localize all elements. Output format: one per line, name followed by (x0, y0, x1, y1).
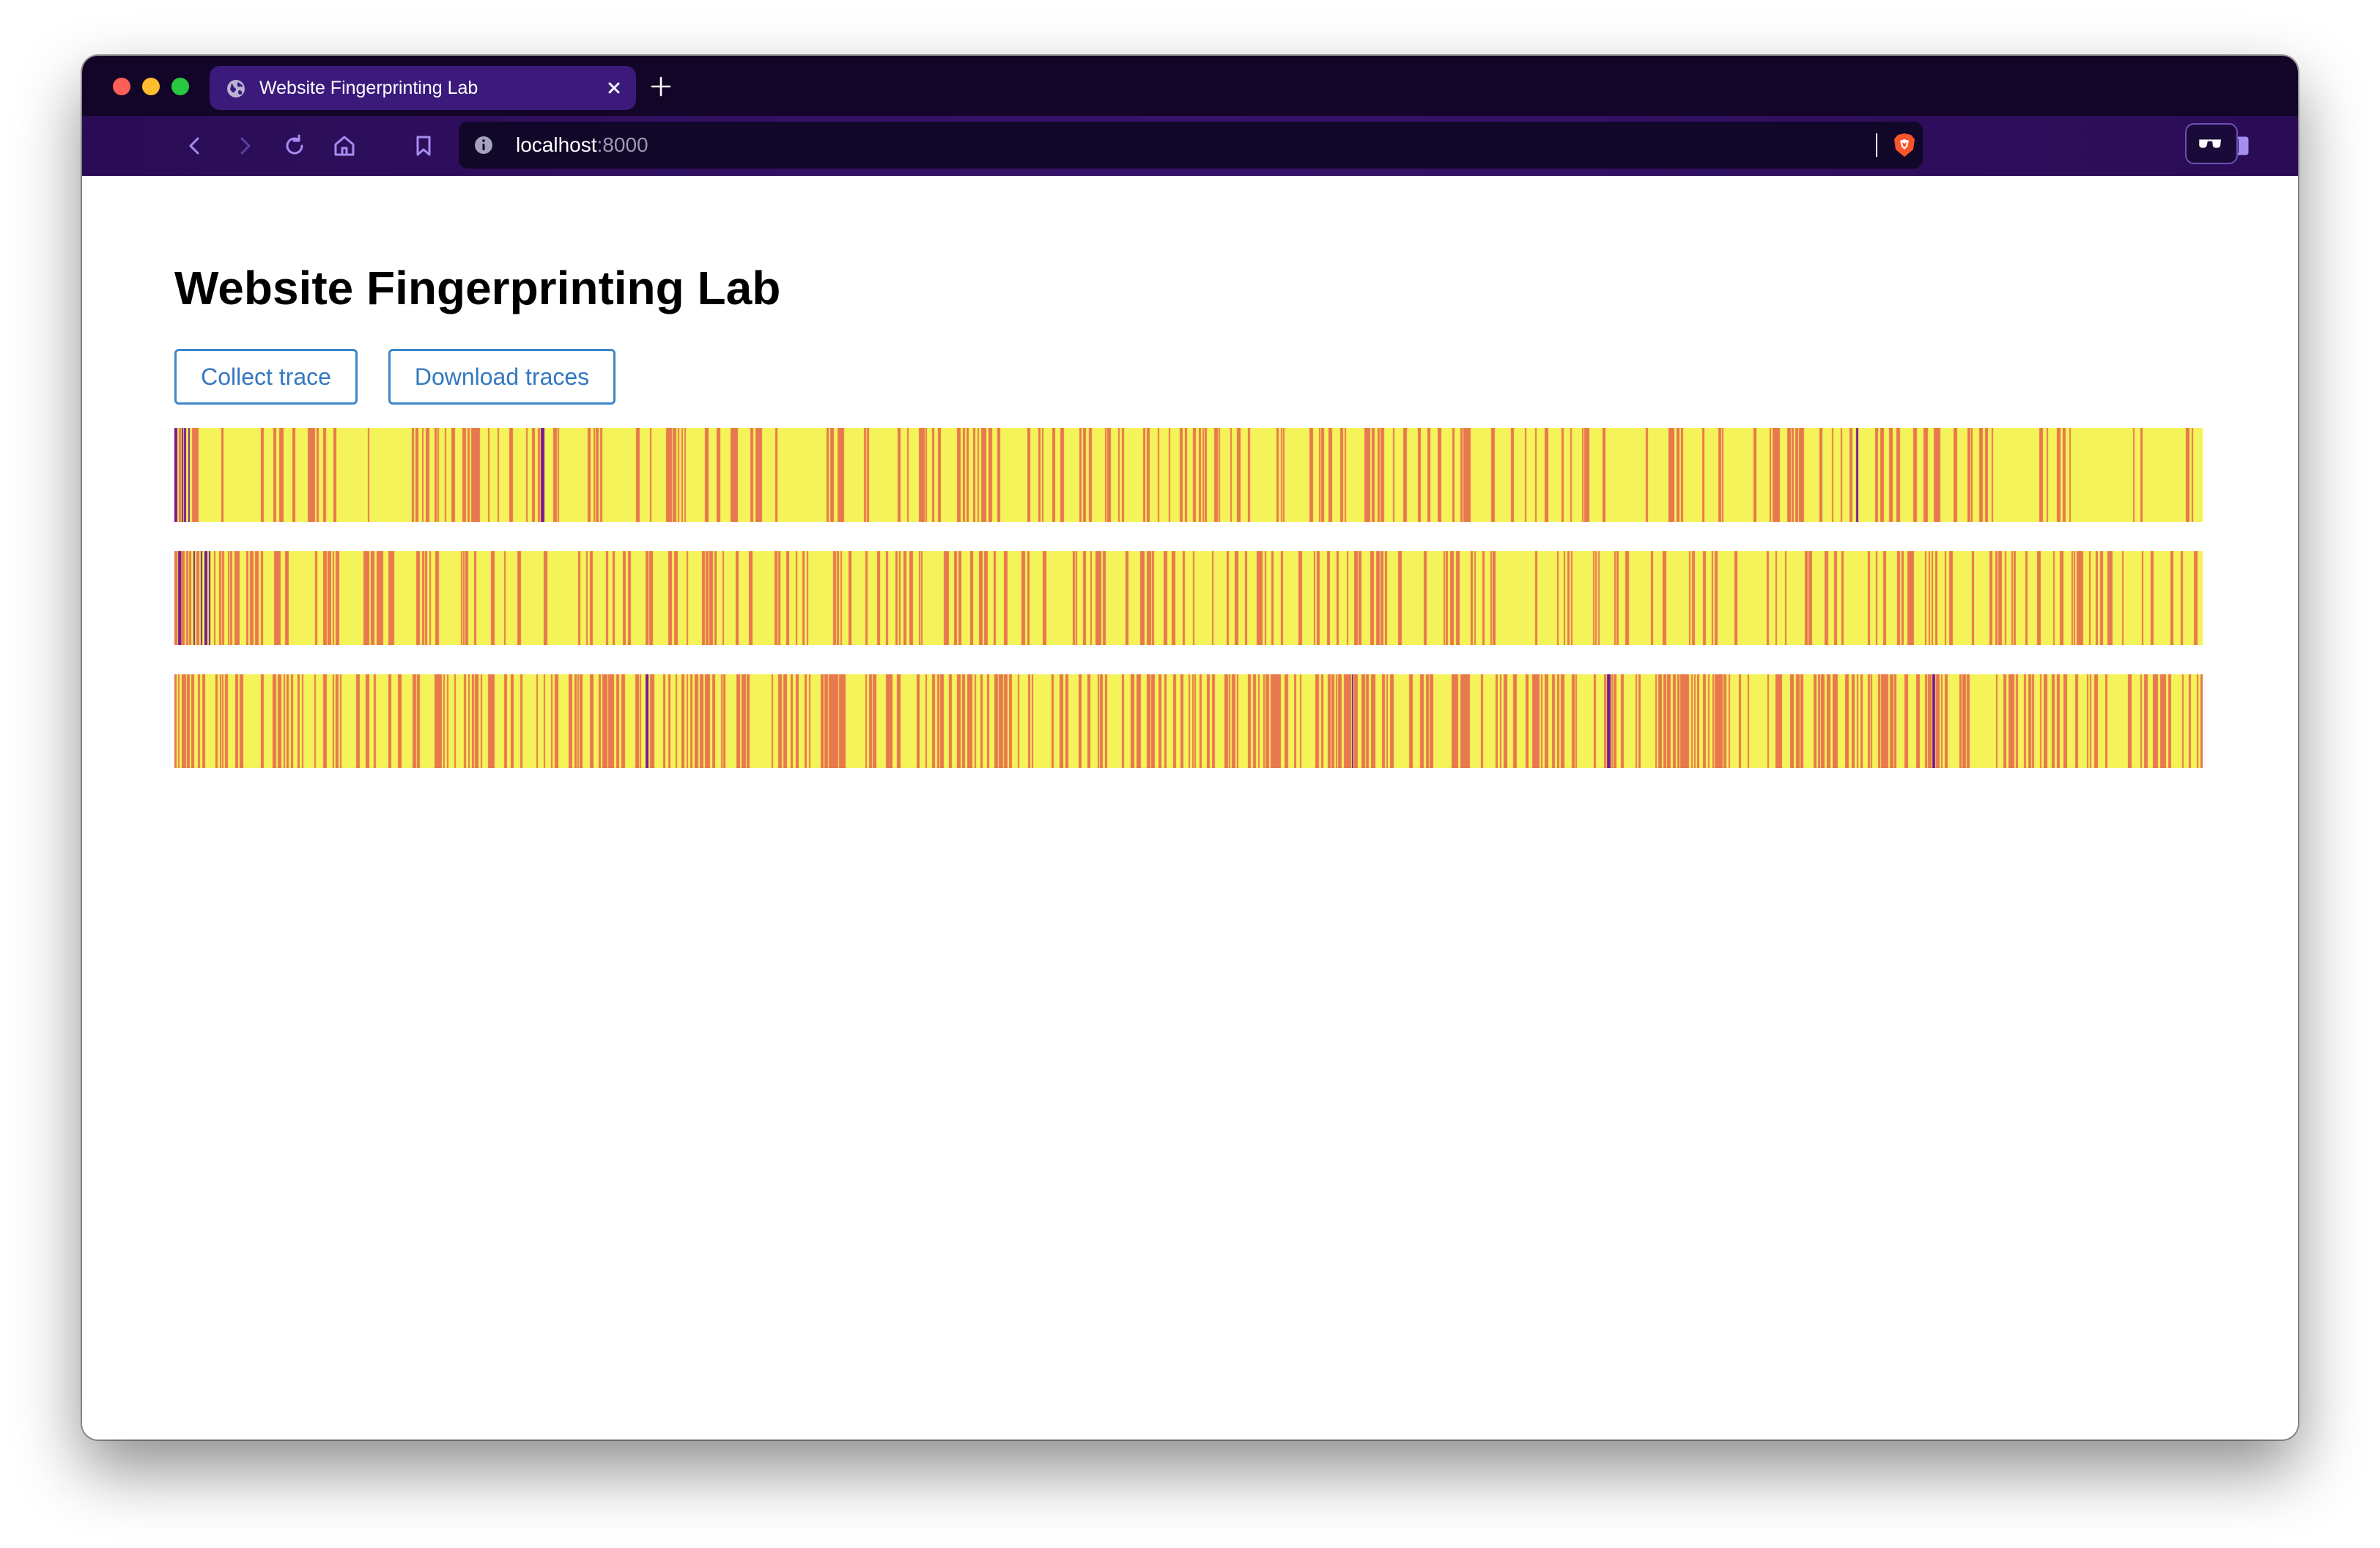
forward-icon[interactable] (232, 133, 258, 159)
trace-heatmap (174, 674, 2203, 768)
download-traces-button[interactable]: Download traces (388, 349, 616, 405)
globe-icon (227, 80, 245, 97)
wallet-button[interactable] (2185, 123, 2238, 164)
page-content: Website Fingerprinting Lab Collect trace… (82, 176, 2298, 1440)
trace-heatmap (174, 551, 2203, 645)
tab-strip: Website Fingerprinting Lab (82, 56, 2298, 116)
bookmark-icon[interactable] (410, 133, 437, 159)
navigation-toolbar: localhost:8000 (82, 116, 2298, 176)
window-maximize-button[interactable] (171, 78, 189, 95)
browser-window: Website Fingerprinting Lab (82, 56, 2298, 1440)
trace-heatmap (174, 428, 2203, 522)
url-port: :8000 (596, 133, 648, 156)
home-icon[interactable] (331, 133, 358, 159)
address-bar[interactable]: localhost:8000 (459, 122, 1923, 169)
site-info-icon[interactable] (473, 135, 494, 155)
reload-icon[interactable] (281, 133, 308, 159)
window-minimize-button[interactable] (142, 78, 160, 95)
wallet-icon (2199, 139, 2221, 148)
back-icon[interactable] (182, 133, 208, 159)
url-divider (1876, 133, 1877, 157)
collect-trace-button[interactable]: Collect trace (174, 349, 358, 405)
url-text[interactable]: localhost:8000 (516, 122, 648, 169)
url-host: localhost (516, 133, 597, 156)
tab-website-fingerprinting-lab[interactable]: Website Fingerprinting Lab (210, 66, 636, 110)
page-title: Website Fingerprinting Lab (174, 262, 781, 314)
window-close-button[interactable] (113, 78, 130, 95)
tab-title: Website Fingerprinting Lab (259, 78, 478, 98)
close-icon[interactable] (602, 76, 626, 100)
new-tab-icon[interactable] (648, 73, 674, 100)
brave-shields-icon[interactable] (1892, 132, 1917, 158)
